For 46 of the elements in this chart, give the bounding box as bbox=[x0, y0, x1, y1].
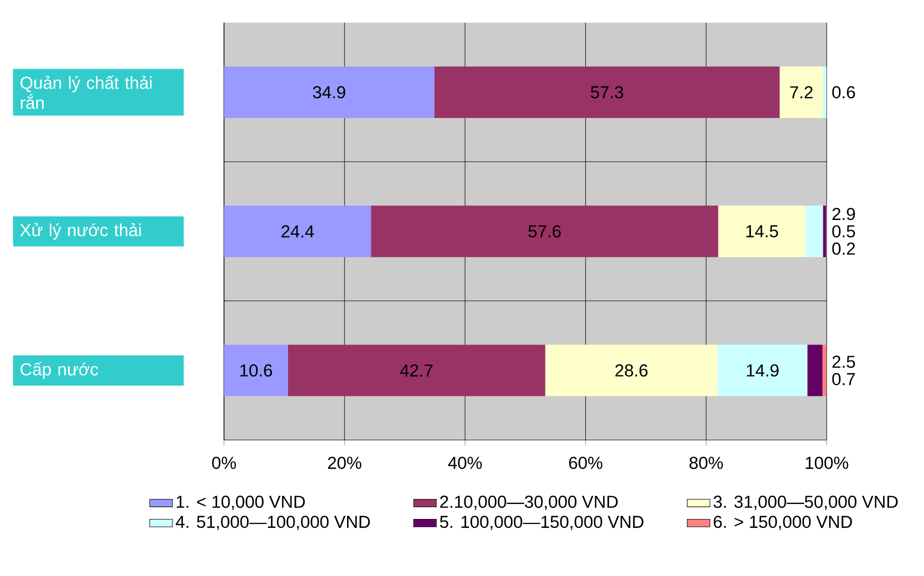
x-tick-label: 60% bbox=[569, 456, 602, 469]
data-label: 0.2 bbox=[832, 242, 855, 255]
bar bbox=[780, 66, 824, 118]
bar bbox=[224, 206, 372, 258]
data-label: 2.5 bbox=[832, 356, 855, 368]
y-tick-label: Xử lý nước thải bbox=[20, 223, 141, 240]
bar bbox=[718, 206, 806, 258]
data-label: 0.7 bbox=[832, 372, 855, 386]
x-tick-label: 80% bbox=[690, 456, 723, 469]
data-label: 57.6 bbox=[528, 225, 561, 238]
bar bbox=[823, 66, 827, 118]
bar bbox=[371, 206, 718, 258]
y-tick-label: Cấp nước bbox=[20, 362, 98, 379]
legend-label: 1. < 10,000 VND bbox=[176, 496, 305, 510]
data-label: 0.6 bbox=[832, 86, 855, 98]
bar bbox=[224, 66, 434, 118]
data-label: 42.7 bbox=[400, 364, 433, 376]
bar bbox=[823, 206, 826, 258]
bar bbox=[288, 344, 546, 396]
legend-label: 5. 100,000—150,000 VND bbox=[440, 516, 644, 530]
legend-label: 3. 31,000—50,000 VND bbox=[714, 496, 898, 510]
data-label: 24.4 bbox=[282, 225, 314, 238]
y-tick-label: Quản lý chất thải rắn bbox=[20, 75, 152, 109]
bar bbox=[545, 344, 718, 396]
bar bbox=[806, 206, 824, 258]
data-label: 57.3 bbox=[590, 86, 624, 98]
data-label: 14.5 bbox=[746, 225, 778, 238]
data-label: 28.6 bbox=[615, 364, 648, 377]
data-label: 10.6 bbox=[240, 364, 272, 377]
bar bbox=[807, 344, 822, 396]
data-label: 7.2 bbox=[790, 86, 813, 98]
data-label: 34.9 bbox=[312, 86, 346, 98]
x-tick-label: 20% bbox=[328, 456, 362, 469]
bar bbox=[224, 344, 288, 396]
legend-label: 6. > 150,000 VND bbox=[714, 516, 852, 530]
bar bbox=[822, 344, 827, 396]
x-tick-label: 0% bbox=[212, 456, 236, 469]
x-tick-label: 40% bbox=[448, 456, 482, 469]
x-tick-label: 100% bbox=[806, 456, 848, 469]
data-label: 14.9 bbox=[746, 364, 779, 377]
legend-label: 2.10,000—30,000 VND bbox=[440, 496, 618, 510]
bar bbox=[434, 66, 780, 118]
legend-label: 4. 51,000—100,000 VND bbox=[176, 516, 370, 530]
bar bbox=[718, 344, 808, 396]
data-label: 0.5 bbox=[832, 225, 855, 238]
data-label: 2.9 bbox=[832, 208, 855, 220]
